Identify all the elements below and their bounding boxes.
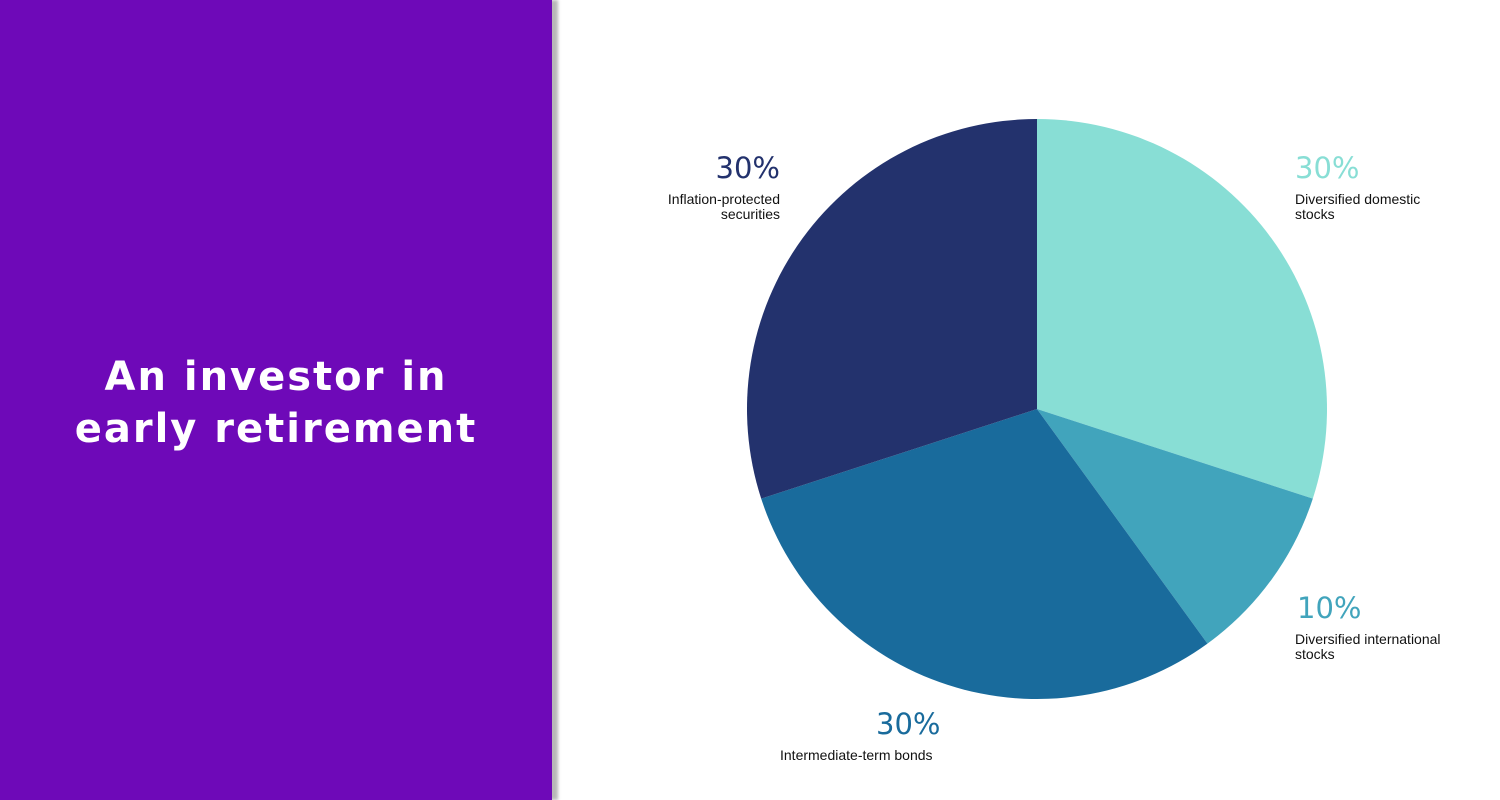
- panel-title: An investor in early retirement: [74, 354, 478, 452]
- slice-label-bonds: Intermediate-term bonds: [780, 747, 933, 763]
- pie-slice-inflation-protected: [746, 119, 1037, 499]
- title-panel: An investor in early retirement: [0, 0, 552, 800]
- slice-value-international-stocks: 10%: [1297, 591, 1362, 625]
- pie-slice-international-stocks: [1037, 409, 1313, 644]
- slice-value-domestic-stocks: 30%: [1295, 151, 1360, 185]
- slice-label-domestic-stocks: Diversified domestic stocks: [1295, 191, 1421, 222]
- slice-value-bonds: 30%: [876, 707, 941, 741]
- slice-label-inflation-protected: Inflation-protected securities: [667, 191, 780, 222]
- slice-label-international-stocks: Diversified international stocks: [1295, 631, 1441, 662]
- slice-value-inflation-protected: 30%: [715, 151, 780, 185]
- pie-slice-bonds: [761, 409, 1208, 700]
- pie-slice-domestic-stocks: [1037, 119, 1327, 499]
